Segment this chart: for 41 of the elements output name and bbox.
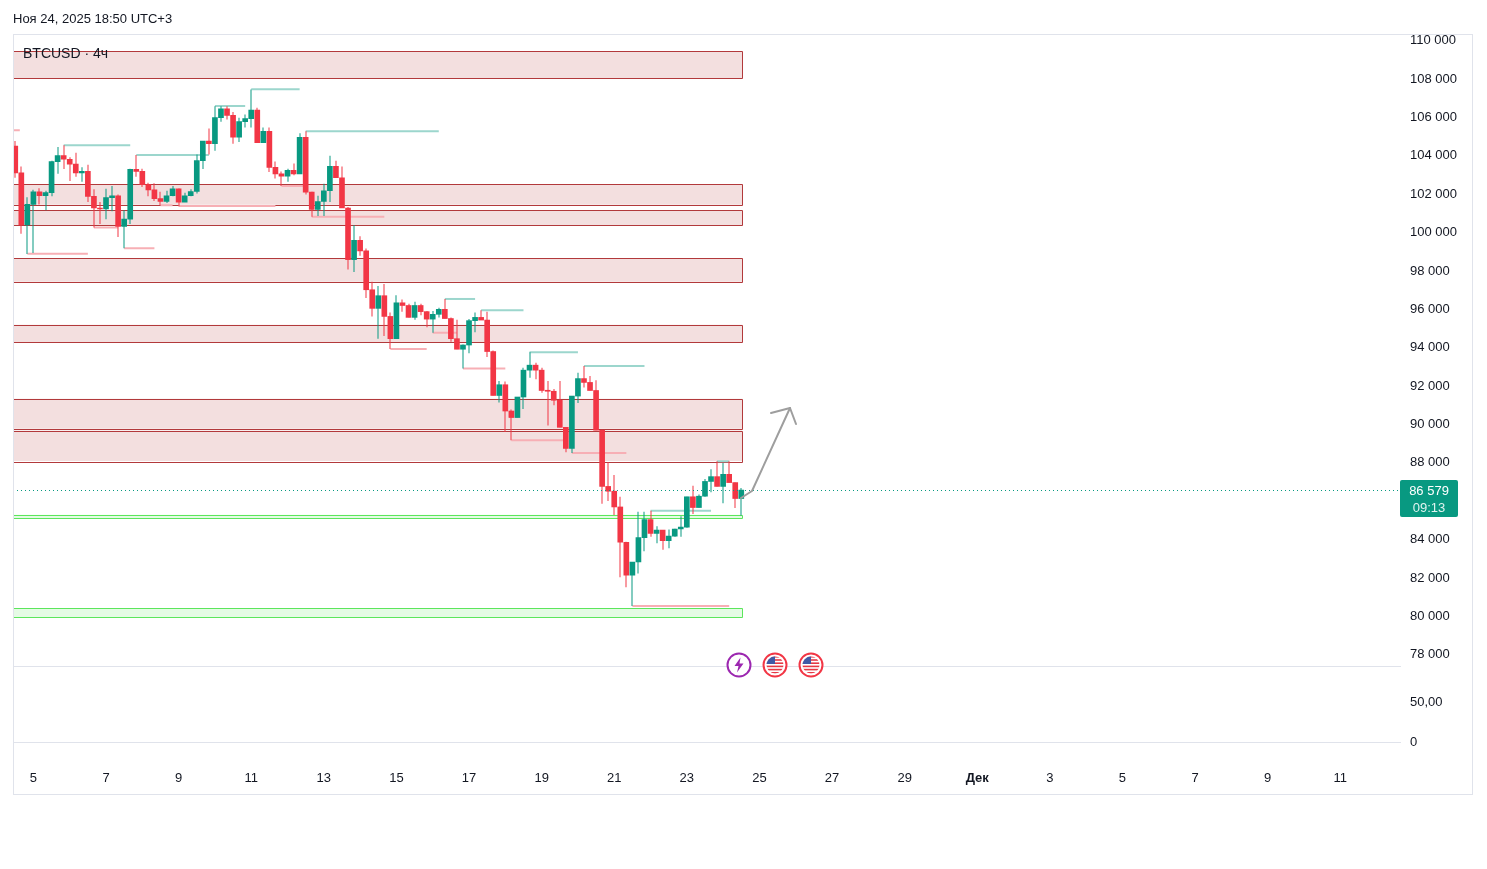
- x-tick-label: 15: [389, 770, 404, 786]
- x-tick-label: 9: [1264, 770, 1272, 786]
- x-tick-label: 11: [244, 770, 258, 786]
- x-tick-label: 25: [752, 770, 767, 786]
- y-tick-label: 100 000: [1410, 224, 1457, 240]
- y-tick-label: 108 000: [1410, 70, 1457, 86]
- x-tick-label: 7: [1191, 770, 1199, 786]
- y-tick-label: 94 000: [1410, 339, 1450, 355]
- y-tick-label: 90 000: [1410, 416, 1450, 432]
- y-tick-label: 50,00: [1410, 693, 1443, 709]
- y-tick-label: 110 000: [1410, 32, 1457, 48]
- text: 09:13: [1412, 499, 1446, 515]
- y-tick-label: 78 000: [1410, 646, 1450, 662]
- x-tick-label: 19: [534, 770, 549, 786]
- x-tick-label: Дек: [965, 770, 990, 786]
- y-tick-label: 92 000: [1410, 377, 1450, 393]
- x-tick-label: 29: [897, 770, 912, 786]
- x-tick-label: 5: [1118, 770, 1127, 786]
- x-tick-label: 7: [102, 770, 110, 786]
- y-tick-label: 88 000: [1410, 454, 1450, 470]
- x-tick-label: 23: [679, 770, 695, 786]
- candlestick: [78, 167, 85, 182]
- x-tick-label: 3: [1046, 770, 1054, 786]
- y-tick-label: 106 000: [1410, 109, 1457, 125]
- x-tick-label: 5: [29, 770, 38, 786]
- y-tick-label: 84 000: [1410, 531, 1450, 547]
- x-tick-label: 9: [175, 770, 183, 786]
- x-tick-label: 17: [461, 770, 477, 786]
- text: Ноя 24, 2025 18:50 UTC+3: [13, 10, 173, 26]
- y-tick-label: 102 000: [1410, 185, 1457, 201]
- y-tick-label: 82 000: [1410, 569, 1450, 585]
- y-tick-label: 96 000: [1410, 300, 1450, 316]
- y-tick-label: 80 000: [1410, 607, 1450, 623]
- x-tick-label: 21: [607, 770, 622, 786]
- x-tick-label: 13: [316, 770, 332, 786]
- ref-line-label: 86 579: [1409, 482, 1449, 498]
- x-tick-label: 11: [1333, 770, 1347, 786]
- x-tick-label: 27: [824, 770, 840, 786]
- y-tick-label: 98 000: [1410, 262, 1450, 278]
- y-tick-label: 0: [1410, 733, 1418, 749]
- y-tick-label: 104 000: [1410, 147, 1457, 163]
